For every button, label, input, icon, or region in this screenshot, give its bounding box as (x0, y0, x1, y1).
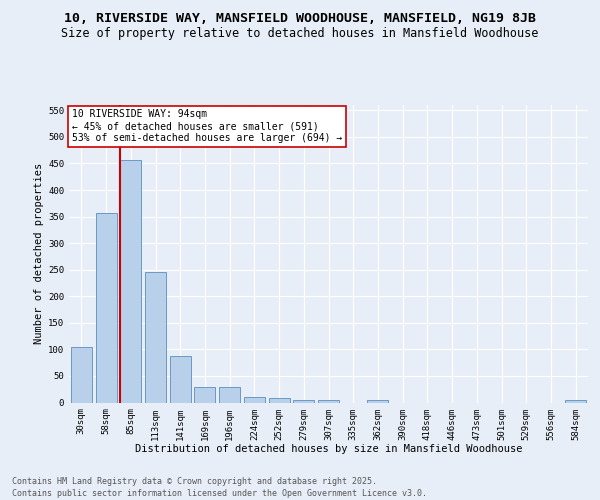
Y-axis label: Number of detached properties: Number of detached properties (34, 163, 44, 344)
Bar (318, 400, 339, 402)
Text: Contains public sector information licensed under the Open Government Licence v3: Contains public sector information licen… (12, 488, 427, 498)
Bar (120, 160, 141, 402)
Bar (293, 400, 314, 402)
Bar (194, 386, 215, 402)
Bar (145, 272, 166, 402)
Bar (219, 386, 240, 402)
Text: Contains HM Land Registry data © Crown copyright and database right 2025.: Contains HM Land Registry data © Crown c… (12, 477, 377, 486)
Text: 10, RIVERSIDE WAY, MANSFIELD WOODHOUSE, MANSFIELD, NG19 8JB: 10, RIVERSIDE WAY, MANSFIELD WOODHOUSE, … (64, 12, 536, 26)
X-axis label: Distribution of detached houses by size in Mansfield Woodhouse: Distribution of detached houses by size … (135, 444, 522, 454)
Bar (95, 213, 116, 402)
Bar (170, 356, 191, 403)
Bar (71, 346, 92, 403)
Bar (244, 397, 265, 402)
Text: Size of property relative to detached houses in Mansfield Woodhouse: Size of property relative to detached ho… (61, 28, 539, 40)
Text: 10 RIVERSIDE WAY: 94sqm
← 45% of detached houses are smaller (591)
53% of semi-d: 10 RIVERSIDE WAY: 94sqm ← 45% of detache… (71, 110, 342, 142)
Bar (269, 398, 290, 402)
Bar (367, 400, 388, 402)
Bar (565, 400, 586, 402)
